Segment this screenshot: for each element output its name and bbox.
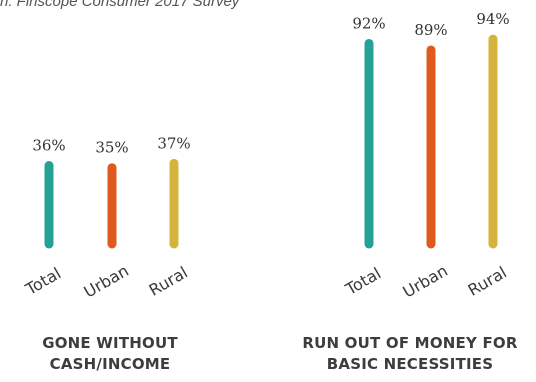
chart-2-title-line-2: BASIC NECESSITIES xyxy=(326,355,494,373)
chart-1-title: GONE WITHOUT CASH/INCOME xyxy=(0,333,240,375)
category-label-1-urban: Urban xyxy=(81,261,132,302)
source-note: n: Finscope Consumer 2017 Survey xyxy=(0,0,240,10)
value-label-2-total: 92% xyxy=(352,14,385,32)
chart-1-title-line-1: GONE WITHOUT xyxy=(42,334,178,352)
value-label-2-rural: 94% xyxy=(476,10,509,28)
chart-1-title-line-2: CASH/INCOME xyxy=(49,355,171,373)
category-label-2-rural: Rural xyxy=(465,263,510,300)
category-label-2-total: Total xyxy=(341,264,384,300)
value-label-1-urban: 35% xyxy=(95,139,128,157)
chart-2-title: RUN OUT OF MONEY FOR BASIC NECESSITIES xyxy=(280,333,536,375)
chart-2-title-line-1: RUN OUT OF MONEY FOR xyxy=(302,334,518,352)
value-label-1-total: 36% xyxy=(32,137,65,155)
value-label-1-rural: 37% xyxy=(157,134,190,152)
category-label-1-rural: Rural xyxy=(146,263,191,300)
value-label-2-urban: 89% xyxy=(414,21,447,39)
category-label-2-urban: Urban xyxy=(400,261,451,302)
category-label-1-total: Total xyxy=(21,264,64,300)
